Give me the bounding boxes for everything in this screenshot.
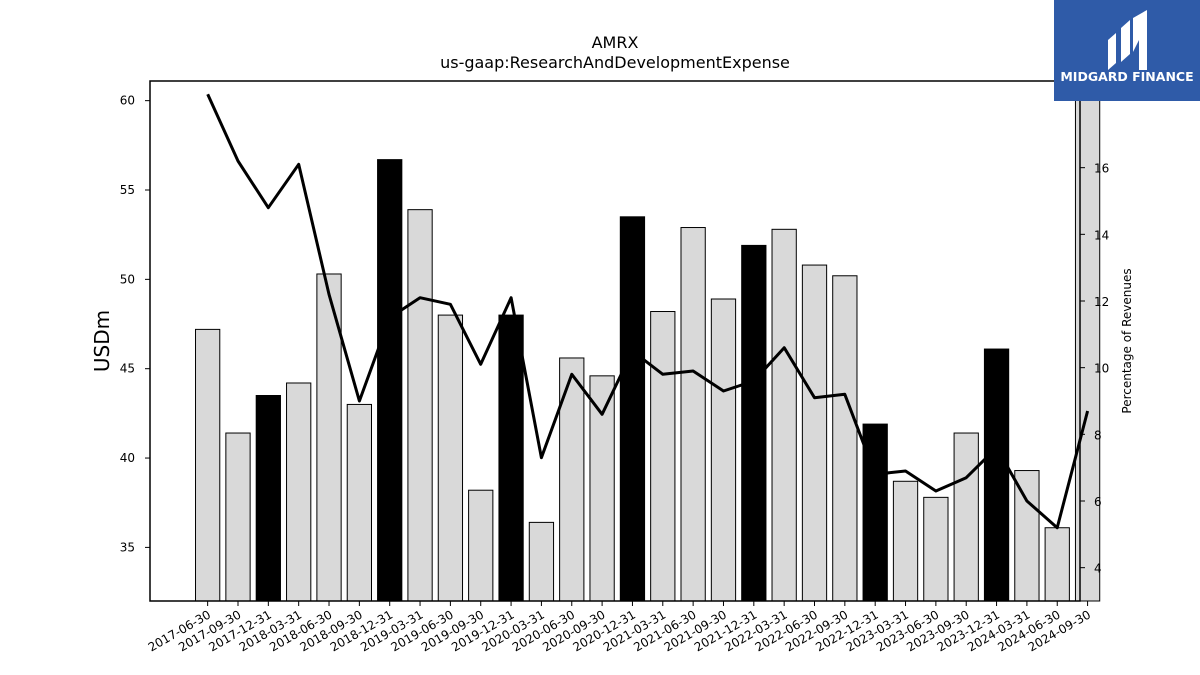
- left-tick-label: 35: [120, 540, 135, 554]
- bar-2018-03-31: [286, 382, 312, 602]
- bar-2017-09-30: [225, 432, 251, 602]
- bar-2024-03-31: [1014, 470, 1040, 602]
- bar-2020-03-31: [528, 521, 555, 602]
- y-axis-label-right: Percentage of Revenues: [1120, 268, 1134, 413]
- right-tick-label: 16: [1094, 162, 1109, 176]
- chart-subtitle: us-gaap:ResearchAndDevelopmentExpense: [440, 53, 790, 72]
- bar-2019-06-30: [437, 314, 464, 602]
- right-tick-label: 12: [1094, 295, 1109, 309]
- bar-2018-12-31: [377, 159, 403, 602]
- bar-2019-03-31: [407, 209, 433, 602]
- bar-2021-09-30: [710, 298, 737, 602]
- bar-2023-09-30: [953, 432, 979, 602]
- bar-2017-12-31: [255, 395, 281, 602]
- bar-2021-03-31: [650, 311, 676, 602]
- bar-2021-06-30: [680, 227, 706, 602]
- bar-2017-06-30: [195, 328, 221, 602]
- right-tick-label: 8: [1094, 428, 1102, 442]
- bar-2023-06-30: [923, 496, 949, 602]
- left-tick-label: 60: [120, 94, 135, 108]
- bar-2022-06-30: [801, 264, 828, 602]
- brand-name: MIDGARD FINANCE: [1060, 69, 1193, 84]
- bar-2020-12-31: [619, 216, 646, 602]
- bar-series: [195, 80, 1101, 602]
- bar-2022-03-31: [771, 228, 797, 602]
- bar-2023-12-31: [983, 348, 1010, 602]
- brand-logo: MIDGARD FINANCE: [1054, 0, 1200, 101]
- left-tick-label: 55: [120, 183, 135, 197]
- bar-2020-09-30: [589, 375, 615, 602]
- bar-2021-12-31: [741, 244, 767, 602]
- left-tick-label: 50: [120, 272, 135, 286]
- bar-2022-09-30: [832, 275, 858, 602]
- left-tick-label: 40: [120, 451, 135, 465]
- chart-title: AMRX: [592, 33, 639, 52]
- right-tick-label: 6: [1094, 495, 1102, 509]
- bar-2023-03-31: [892, 480, 919, 602]
- right-tick-label: 14: [1094, 228, 1109, 242]
- bar-2018-09-30: [346, 403, 373, 602]
- bar-2018-06-30: [316, 273, 342, 602]
- right-axis: 4 6 8 10 12 14 16: [1080, 162, 1109, 576]
- bar-2024-09-30: [1074, 80, 1101, 602]
- y-axis-label-left: USDm: [90, 310, 114, 372]
- left-axis: 35 40 45 50 55 60: [120, 94, 150, 554]
- right-tick-label: 10: [1094, 362, 1109, 376]
- brand-logo-mark: [1108, 10, 1147, 70]
- left-tick-label: 45: [120, 362, 135, 376]
- bar-2019-09-30: [468, 489, 494, 602]
- percentage-line: [206, 93, 1090, 530]
- plot-frame: [149, 80, 1081, 602]
- bar-2024-06-30: [1044, 527, 1070, 602]
- right-tick-label: 4: [1094, 562, 1102, 576]
- x-axis: 2017-06-302017-09-302017-12-312018-03-31…: [146, 601, 1093, 654]
- bar-2019-12-31: [498, 314, 524, 602]
